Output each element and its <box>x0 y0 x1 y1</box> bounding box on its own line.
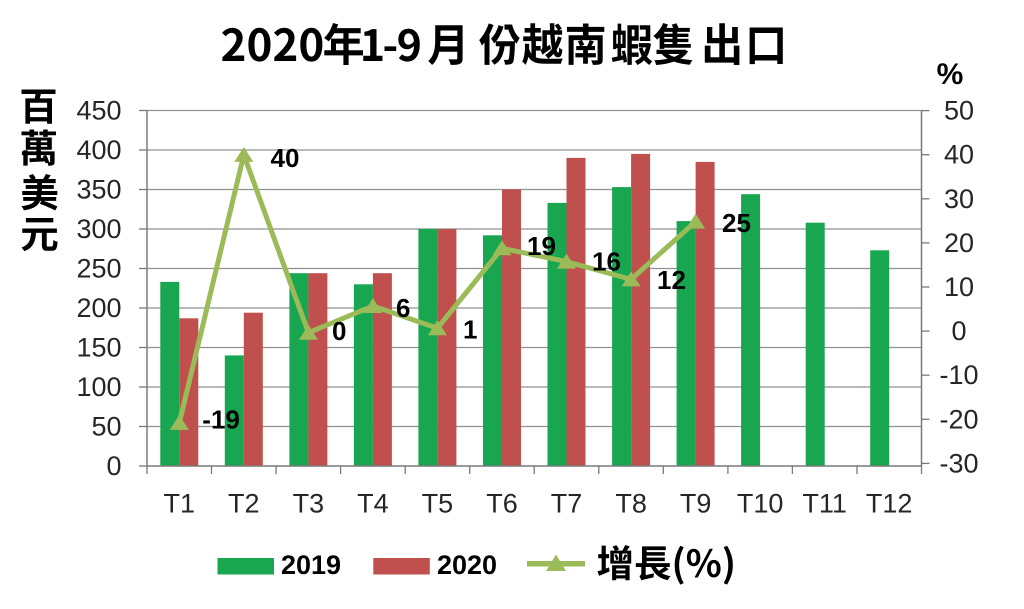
svg-text:-10: -10 <box>939 360 978 390</box>
svg-text:40: 40 <box>944 140 974 170</box>
svg-text:200: 200 <box>76 293 121 323</box>
svg-text:1: 1 <box>463 315 477 345</box>
svg-text:T4: T4 <box>357 489 389 519</box>
svg-text:-30: -30 <box>939 448 978 478</box>
svg-text:350: 350 <box>76 175 121 205</box>
svg-text:10: 10 <box>944 272 974 302</box>
svg-text:6: 6 <box>396 293 410 323</box>
svg-text:30: 30 <box>944 184 974 214</box>
svg-text:T11: T11 <box>802 489 847 519</box>
svg-text:T3: T3 <box>293 489 325 519</box>
svg-text:20: 20 <box>944 228 974 258</box>
svg-text:150: 150 <box>76 333 121 363</box>
svg-text:2019: 2019 <box>281 550 341 580</box>
svg-text:50: 50 <box>91 412 121 442</box>
svg-text:T6: T6 <box>486 489 518 519</box>
svg-text:T8: T8 <box>615 489 647 519</box>
svg-text:450: 450 <box>76 96 121 126</box>
svg-text:T2: T2 <box>228 489 260 519</box>
svg-text:T7: T7 <box>551 489 583 519</box>
svg-text:T5: T5 <box>422 489 454 519</box>
svg-text:0: 0 <box>106 451 121 481</box>
svg-text:0: 0 <box>332 316 346 346</box>
svg-text:50: 50 <box>944 96 974 126</box>
svg-text:300: 300 <box>76 214 121 244</box>
svg-text:100: 100 <box>76 372 121 402</box>
svg-text:250: 250 <box>76 254 121 284</box>
svg-text:12: 12 <box>657 265 686 295</box>
svg-text:T1: T1 <box>164 489 196 519</box>
svg-text:0: 0 <box>951 316 966 346</box>
svg-text:-20: -20 <box>939 404 978 434</box>
svg-text:T10: T10 <box>737 489 784 519</box>
svg-text:19: 19 <box>527 231 556 261</box>
svg-text:-19: -19 <box>202 405 240 435</box>
svg-text:2020: 2020 <box>437 550 497 580</box>
svg-text:%: % <box>937 58 964 91</box>
svg-text:25: 25 <box>722 208 751 238</box>
svg-text:400: 400 <box>76 135 121 165</box>
svg-text:T12: T12 <box>866 489 913 519</box>
svg-text:40: 40 <box>271 143 300 173</box>
svg-text:T9: T9 <box>680 489 712 519</box>
svg-text:16: 16 <box>592 246 621 276</box>
